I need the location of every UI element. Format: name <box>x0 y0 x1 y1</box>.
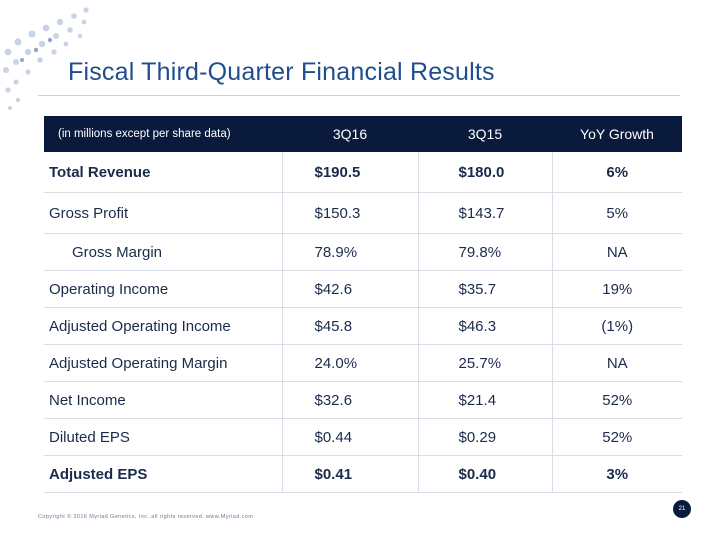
cell-yoy-growth: (1%) <box>552 307 682 345</box>
cell-3q16: $45.8 <box>282 307 419 345</box>
cell-3q16: $150.3 <box>282 192 419 234</box>
cell-3q15: $180.0 <box>418 152 553 193</box>
cell-3q15: $0.40 <box>418 455 553 493</box>
cell-3q16: $32.6 <box>282 381 419 419</box>
cell-3q16: 24.0% <box>282 344 419 382</box>
cell-yoy-growth: 3% <box>552 455 682 493</box>
table-row: Diluted EPS $0.44 $0.29 52% <box>44 418 682 456</box>
table-row: Net Income $32.6 $21.4 52% <box>44 381 682 419</box>
row-label: Total Revenue <box>44 152 283 193</box>
table-row: Total Revenue $190.5 $180.0 6% <box>44 152 682 193</box>
row-label: Adjusted EPS <box>44 455 283 493</box>
row-label: Gross Profit <box>44 192 283 234</box>
cell-3q16: $42.6 <box>282 270 419 308</box>
cell-3q15: $35.7 <box>418 270 553 308</box>
slide-title: Fiscal Third-Quarter Financial Results <box>68 58 495 86</box>
cell-3q16: $0.41 <box>282 455 419 493</box>
financial-results-table: (in millions except per share data) 3Q16… <box>44 116 682 493</box>
cell-3q16: $190.5 <box>282 152 419 193</box>
cell-yoy-growth: 52% <box>552 381 682 419</box>
table-row: Operating Income $42.6 $35.7 19% <box>44 270 682 308</box>
header-units-note: (in millions except per share data) <box>44 116 282 152</box>
row-label: Net Income <box>44 381 283 419</box>
table-header-row: (in millions except per share data) 3Q16… <box>44 116 682 152</box>
cell-3q16: $0.44 <box>282 418 419 456</box>
page-number-badge: 21 <box>673 500 691 518</box>
cell-3q15: $0.29 <box>418 418 553 456</box>
cell-yoy-growth: NA <box>552 344 682 382</box>
row-label: Operating Income <box>44 270 283 308</box>
table-row: Gross Margin 78.9% 79.8% NA <box>44 233 682 271</box>
table-row: Gross Profit $150.3 $143.7 5% <box>44 192 682 234</box>
cell-3q15: $21.4 <box>418 381 553 419</box>
table-row: Adjusted EPS $0.41 $0.40 3% <box>44 455 682 493</box>
decorative-dot-pattern <box>3 7 89 110</box>
cell-yoy-growth: NA <box>552 233 682 271</box>
row-label: Adjusted Operating Margin <box>44 344 283 382</box>
cell-3q15: 79.8% <box>418 233 553 271</box>
header-3q16: 3Q16 <box>282 116 418 152</box>
cell-3q16: 78.9% <box>282 233 419 271</box>
table-row: Adjusted Operating Income $45.8 $46.3 (1… <box>44 307 682 345</box>
cell-yoy-growth: 6% <box>552 152 682 193</box>
cell-3q15: 25.7% <box>418 344 553 382</box>
cell-yoy-growth: 19% <box>552 270 682 308</box>
copyright-footer: Copyright © 2016 Myriad Genetics, Inc. a… <box>38 514 254 520</box>
table-row: Adjusted Operating Margin 24.0% 25.7% NA <box>44 344 682 382</box>
cell-yoy-growth: 5% <box>552 192 682 234</box>
cell-3q15: $143.7 <box>418 192 553 234</box>
row-label: Gross Margin <box>44 233 283 271</box>
row-label: Diluted EPS <box>44 418 283 456</box>
header-yoy-growth: YoY Growth <box>552 116 682 152</box>
cell-3q15: $46.3 <box>418 307 553 345</box>
row-label: Adjusted Operating Income <box>44 307 283 345</box>
title-divider <box>38 95 680 96</box>
header-3q15: 3Q15 <box>418 116 552 152</box>
cell-yoy-growth: 52% <box>552 418 682 456</box>
